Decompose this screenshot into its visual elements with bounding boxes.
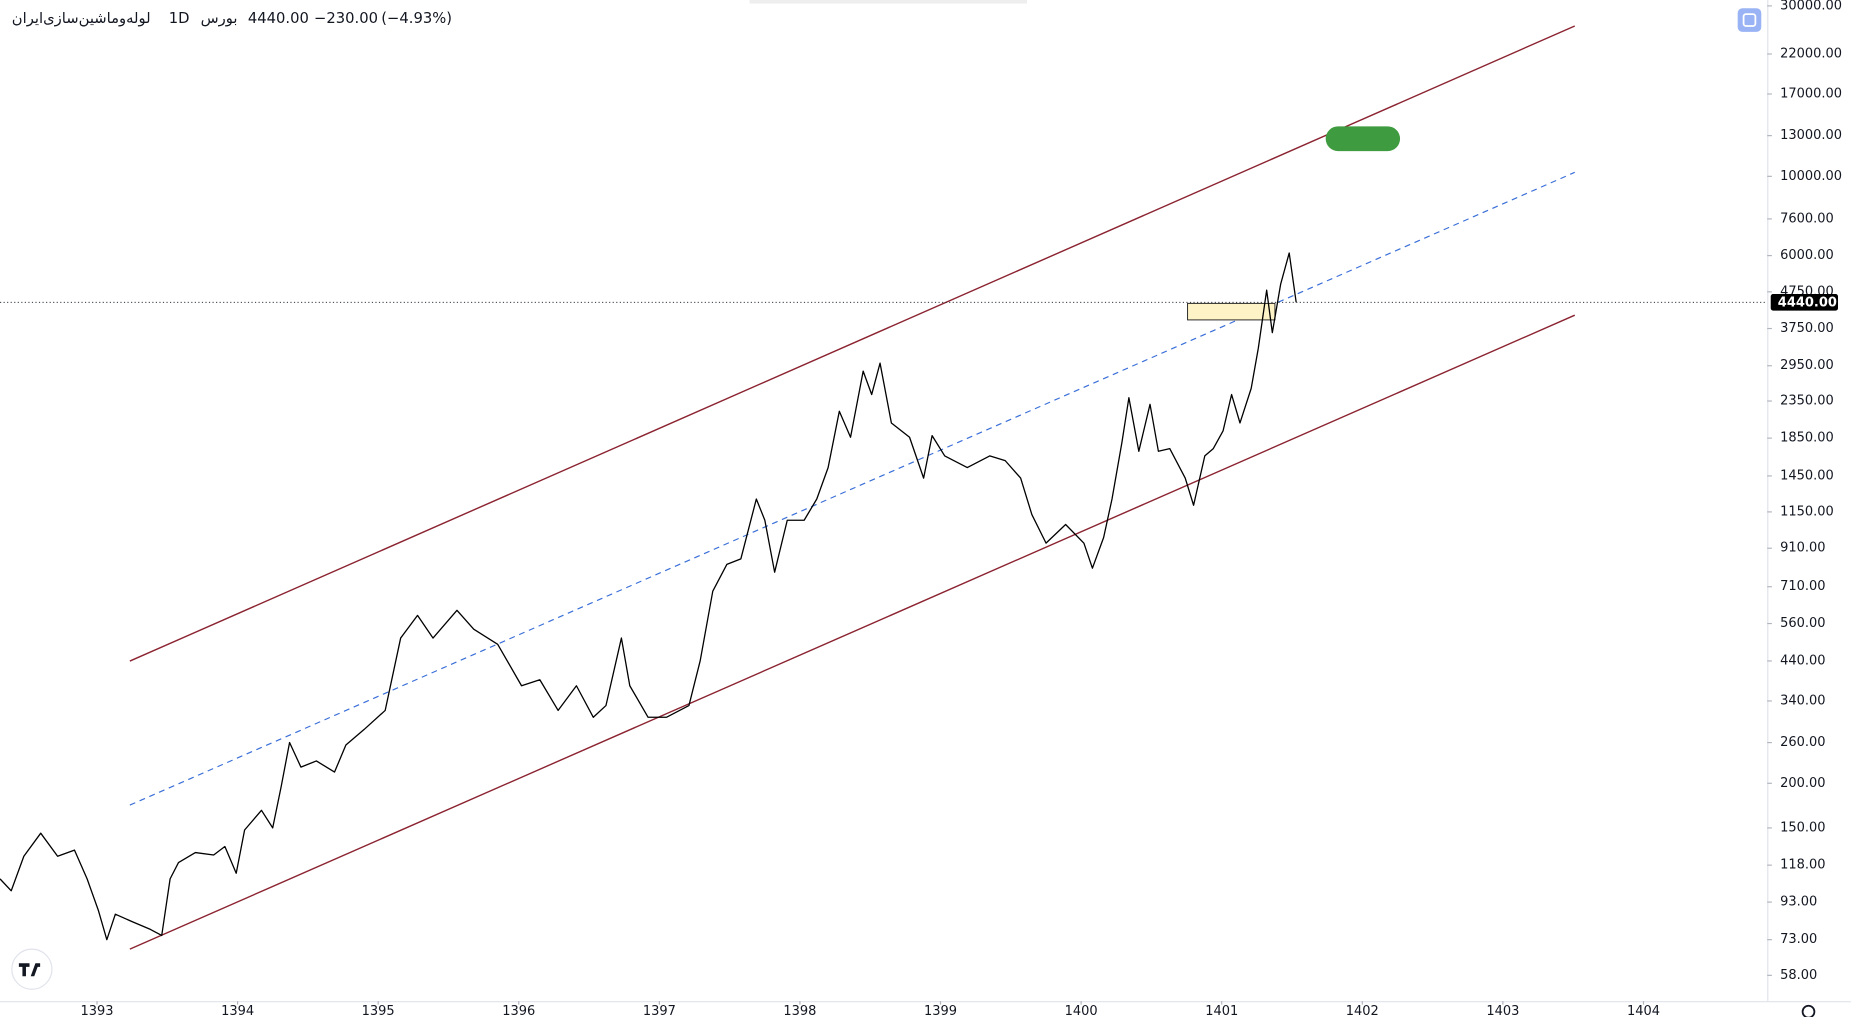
y-tick-label: 1150.00 (1780, 504, 1834, 519)
y-tick-label: 340.00 (1780, 693, 1825, 708)
y-tick-label: 260.00 (1780, 735, 1825, 750)
settings-icon[interactable] (1801, 1004, 1816, 1017)
x-tick-label: 1403 (1486, 1004, 1519, 1017)
exchange: بورس (201, 10, 238, 27)
top-handle (749, 0, 1028, 4)
y-tick-label: 22000.00 (1780, 47, 1842, 62)
y-tick-label: 73.00 (1780, 932, 1817, 947)
y-tick-label: 910.00 (1780, 541, 1825, 556)
layout-button[interactable] (1737, 8, 1762, 32)
channel-middle (129, 171, 1576, 806)
logo-mark (18, 963, 41, 977)
x-tick-label: 1398 (783, 1004, 816, 1017)
y-tick-label: 118.00 (1780, 858, 1825, 873)
x-tick-label: 1396 (502, 1004, 535, 1017)
y-tick-label: 30000.00 (1780, 0, 1842, 13)
y-tick-label: 7600.00 (1780, 211, 1834, 226)
x-tick-label: 1399 (924, 1004, 957, 1017)
x-tick-label: 1397 (643, 1004, 676, 1017)
x-tick-label: 1402 (1346, 1004, 1379, 1017)
y-tick-label: 1850.00 (1780, 431, 1834, 446)
x-tick-label: 1404 (1627, 1004, 1660, 1017)
x-tick-label: 1395 (362, 1004, 395, 1017)
y-tick-label: 1450.00 (1780, 468, 1834, 483)
y-tick-label: 17000.00 (1780, 87, 1842, 102)
x-tick-label: 1400 (1065, 1004, 1098, 1017)
y-tick-label: 2950.00 (1780, 358, 1834, 373)
x-tick-label: 1393 (80, 1004, 113, 1017)
layout-icon (1742, 13, 1757, 27)
support-box (1187, 302, 1276, 321)
y-tick-label: 710.00 (1780, 579, 1825, 594)
y-tick-label: 440.00 (1780, 653, 1825, 668)
target-marker (1325, 126, 1401, 152)
x-tick-label: 1401 (1205, 1004, 1238, 1017)
last-price: 4440.00 (248, 10, 309, 27)
y-tick-label: 560.00 (1780, 616, 1825, 631)
y-tick-label: 200.00 (1780, 776, 1825, 791)
change-percent: (−4.93%) (381, 10, 452, 27)
y-tick-label: 2350.00 (1780, 394, 1834, 409)
y-tick-label: 3750.00 (1780, 321, 1834, 336)
change: −230.00 (314, 10, 378, 27)
x-tick-label: 1394 (221, 1004, 254, 1017)
interval: 1D (169, 10, 190, 27)
y-tick-label: 6000.00 (1780, 248, 1834, 263)
last-price-tag-label: 4440.00 (1778, 295, 1837, 310)
last-price-tag (1770, 294, 1839, 311)
y-tick-label: 10000.00 (1780, 169, 1842, 184)
price-line (0, 252, 1297, 941)
symbol: لوله‌وماشین‌سازی‌ایران (12, 10, 151, 27)
channel-lower (129, 314, 1576, 950)
y-tick-label: 13000.00 (1780, 128, 1842, 143)
y-tick-label: 93.00 (1780, 895, 1817, 910)
logo[interactable] (11, 948, 53, 990)
y-tick-label: 150.00 (1780, 820, 1825, 835)
y-tick-label: 58.00 (1780, 968, 1817, 983)
